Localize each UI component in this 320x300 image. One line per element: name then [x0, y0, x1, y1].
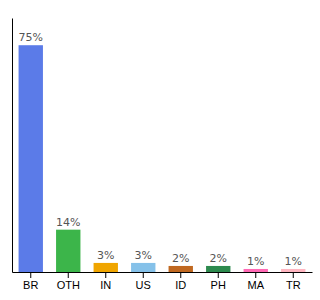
data-label: 2% — [172, 252, 189, 265]
chart: BR OTH IN US ID PH MA TR 75% 14% 3% 3% 2% 2% 1% 1% — [0, 0, 320, 300]
bar — [281, 269, 305, 272]
x-tick-mark — [218, 272, 219, 278]
bar — [244, 269, 268, 272]
bar — [169, 266, 193, 272]
x-tick-label: MA — [248, 279, 265, 291]
x-tick: BR — [23, 272, 38, 291]
x-tick: ID — [175, 272, 186, 291]
x-tick-mark — [255, 272, 256, 278]
x-tick-label: US — [136, 279, 151, 291]
data-label: 2% — [210, 252, 227, 265]
data-labels: 75% 14% 3% 3% 2% 2% 1% 1% — [19, 31, 302, 268]
data-label: 3% — [97, 249, 114, 262]
x-tick-mark — [30, 272, 31, 278]
x-tick-mark — [68, 272, 69, 278]
plot: BR OTH IN US ID PH MA TR 75% 14% 3% 3% 2% 2% 1% 1% — [13, 19, 313, 291]
x-tick: US — [136, 272, 151, 291]
x-tick: OTH — [57, 272, 80, 291]
x-tick-mark — [105, 272, 106, 278]
x-tick: PH — [211, 272, 226, 291]
bars — [19, 45, 306, 272]
data-label: 1% — [285, 255, 302, 268]
y-axis — [12, 19, 13, 273]
y-axis-line — [12, 19, 13, 273]
bar — [94, 263, 118, 272]
x-tick-label: IN — [100, 279, 111, 291]
x-axis: BR OTH IN US ID PH MA TR — [13, 272, 313, 291]
x-tick-label: TR — [286, 279, 301, 291]
bar — [56, 230, 80, 272]
x-tick-label: PH — [211, 279, 226, 291]
bar — [131, 263, 155, 272]
x-tick: TR — [286, 272, 301, 291]
x-tick-mark — [143, 272, 144, 278]
x-axis-line — [13, 272, 313, 273]
bar — [19, 45, 43, 272]
data-label: 75% — [19, 31, 43, 44]
x-tick-label: ID — [175, 279, 186, 291]
x-tick: IN — [100, 272, 111, 291]
x-tick-mark — [293, 272, 294, 278]
data-label: 14% — [56, 216, 80, 229]
data-label: 1% — [247, 255, 264, 268]
x-tick-label: OTH — [57, 279, 80, 291]
x-tick-mark — [180, 272, 181, 278]
data-label: 3% — [135, 249, 152, 262]
bar — [206, 266, 230, 272]
x-tick: MA — [248, 272, 265, 291]
x-tick-label: BR — [23, 279, 38, 291]
